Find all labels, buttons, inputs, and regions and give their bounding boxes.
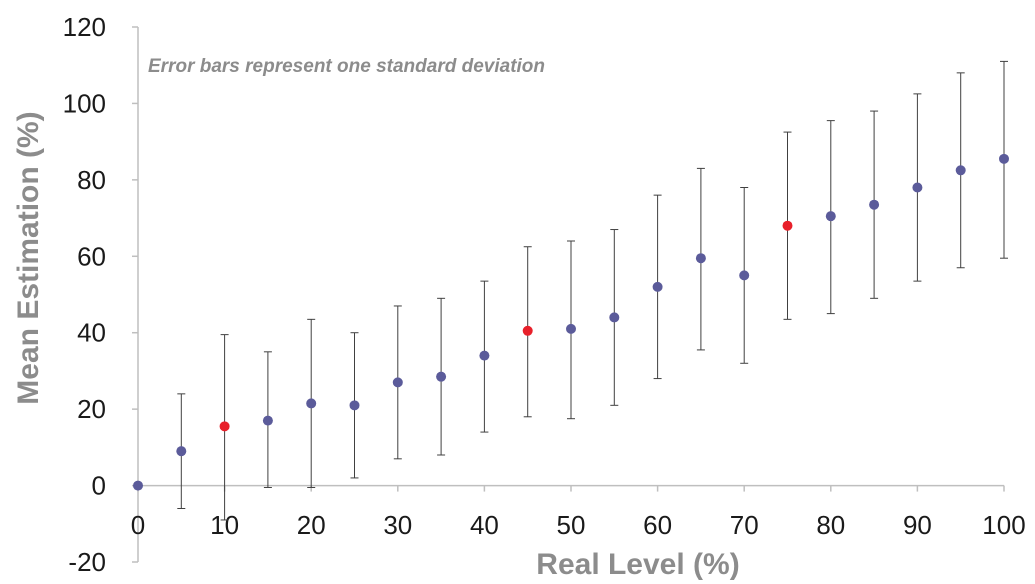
data-point xyxy=(306,398,317,409)
data-point xyxy=(262,415,273,426)
data-point-highlighted xyxy=(782,220,793,231)
y-axis-title: Mean Estimation (%) xyxy=(12,111,45,404)
y-tick-labels: -20 0 20 40 60 80 100 120 xyxy=(63,12,138,577)
data-point xyxy=(955,165,966,176)
y-tick-label: 80 xyxy=(77,165,106,195)
data-point xyxy=(176,446,187,457)
data-point xyxy=(392,377,403,388)
data-point xyxy=(566,323,576,334)
data-point-highlighted xyxy=(522,325,533,336)
x-tick-label: 80 xyxy=(816,510,845,540)
x-axis-title: Real Level (%) xyxy=(536,548,739,581)
y-tick-label: 100 xyxy=(63,88,106,118)
data-point xyxy=(999,153,1009,164)
y-tick-label: 120 xyxy=(63,12,106,42)
x-tick-label: 70 xyxy=(730,510,759,540)
x-tick-label: 60 xyxy=(643,510,672,540)
x-tick-labels: 0 10 20 30 40 50 60 70 80 90 100 xyxy=(131,485,1026,540)
x-tick-label: 50 xyxy=(557,510,586,540)
y-tick-label: 60 xyxy=(77,241,106,271)
data-point xyxy=(479,350,490,361)
data-point xyxy=(695,253,706,264)
x-tick-label: 100 xyxy=(982,510,1025,540)
data-point xyxy=(739,270,750,281)
x-tick-label: 0 xyxy=(131,510,145,540)
data-points xyxy=(133,153,1009,491)
x-tick-label: 40 xyxy=(470,510,499,540)
y-tick-label: -20 xyxy=(68,547,106,577)
data-point xyxy=(869,199,880,210)
y-tick-label: 40 xyxy=(77,318,106,348)
y-tick-label: 0 xyxy=(92,471,106,501)
data-point xyxy=(912,182,923,193)
error-bars xyxy=(177,60,1008,521)
data-point-highlighted xyxy=(219,421,230,432)
data-point xyxy=(609,312,620,323)
y-tick-label: 20 xyxy=(77,394,106,424)
data-point xyxy=(825,211,836,222)
annotation-text: Error bars represent one standard deviat… xyxy=(148,56,545,77)
data-point xyxy=(349,400,360,411)
x-tick-label: 30 xyxy=(383,510,412,540)
x-tick-label: 90 xyxy=(903,510,932,540)
data-point xyxy=(652,281,663,292)
data-point xyxy=(436,371,447,382)
x-tick-label: 20 xyxy=(297,510,326,540)
data-point xyxy=(133,480,143,491)
